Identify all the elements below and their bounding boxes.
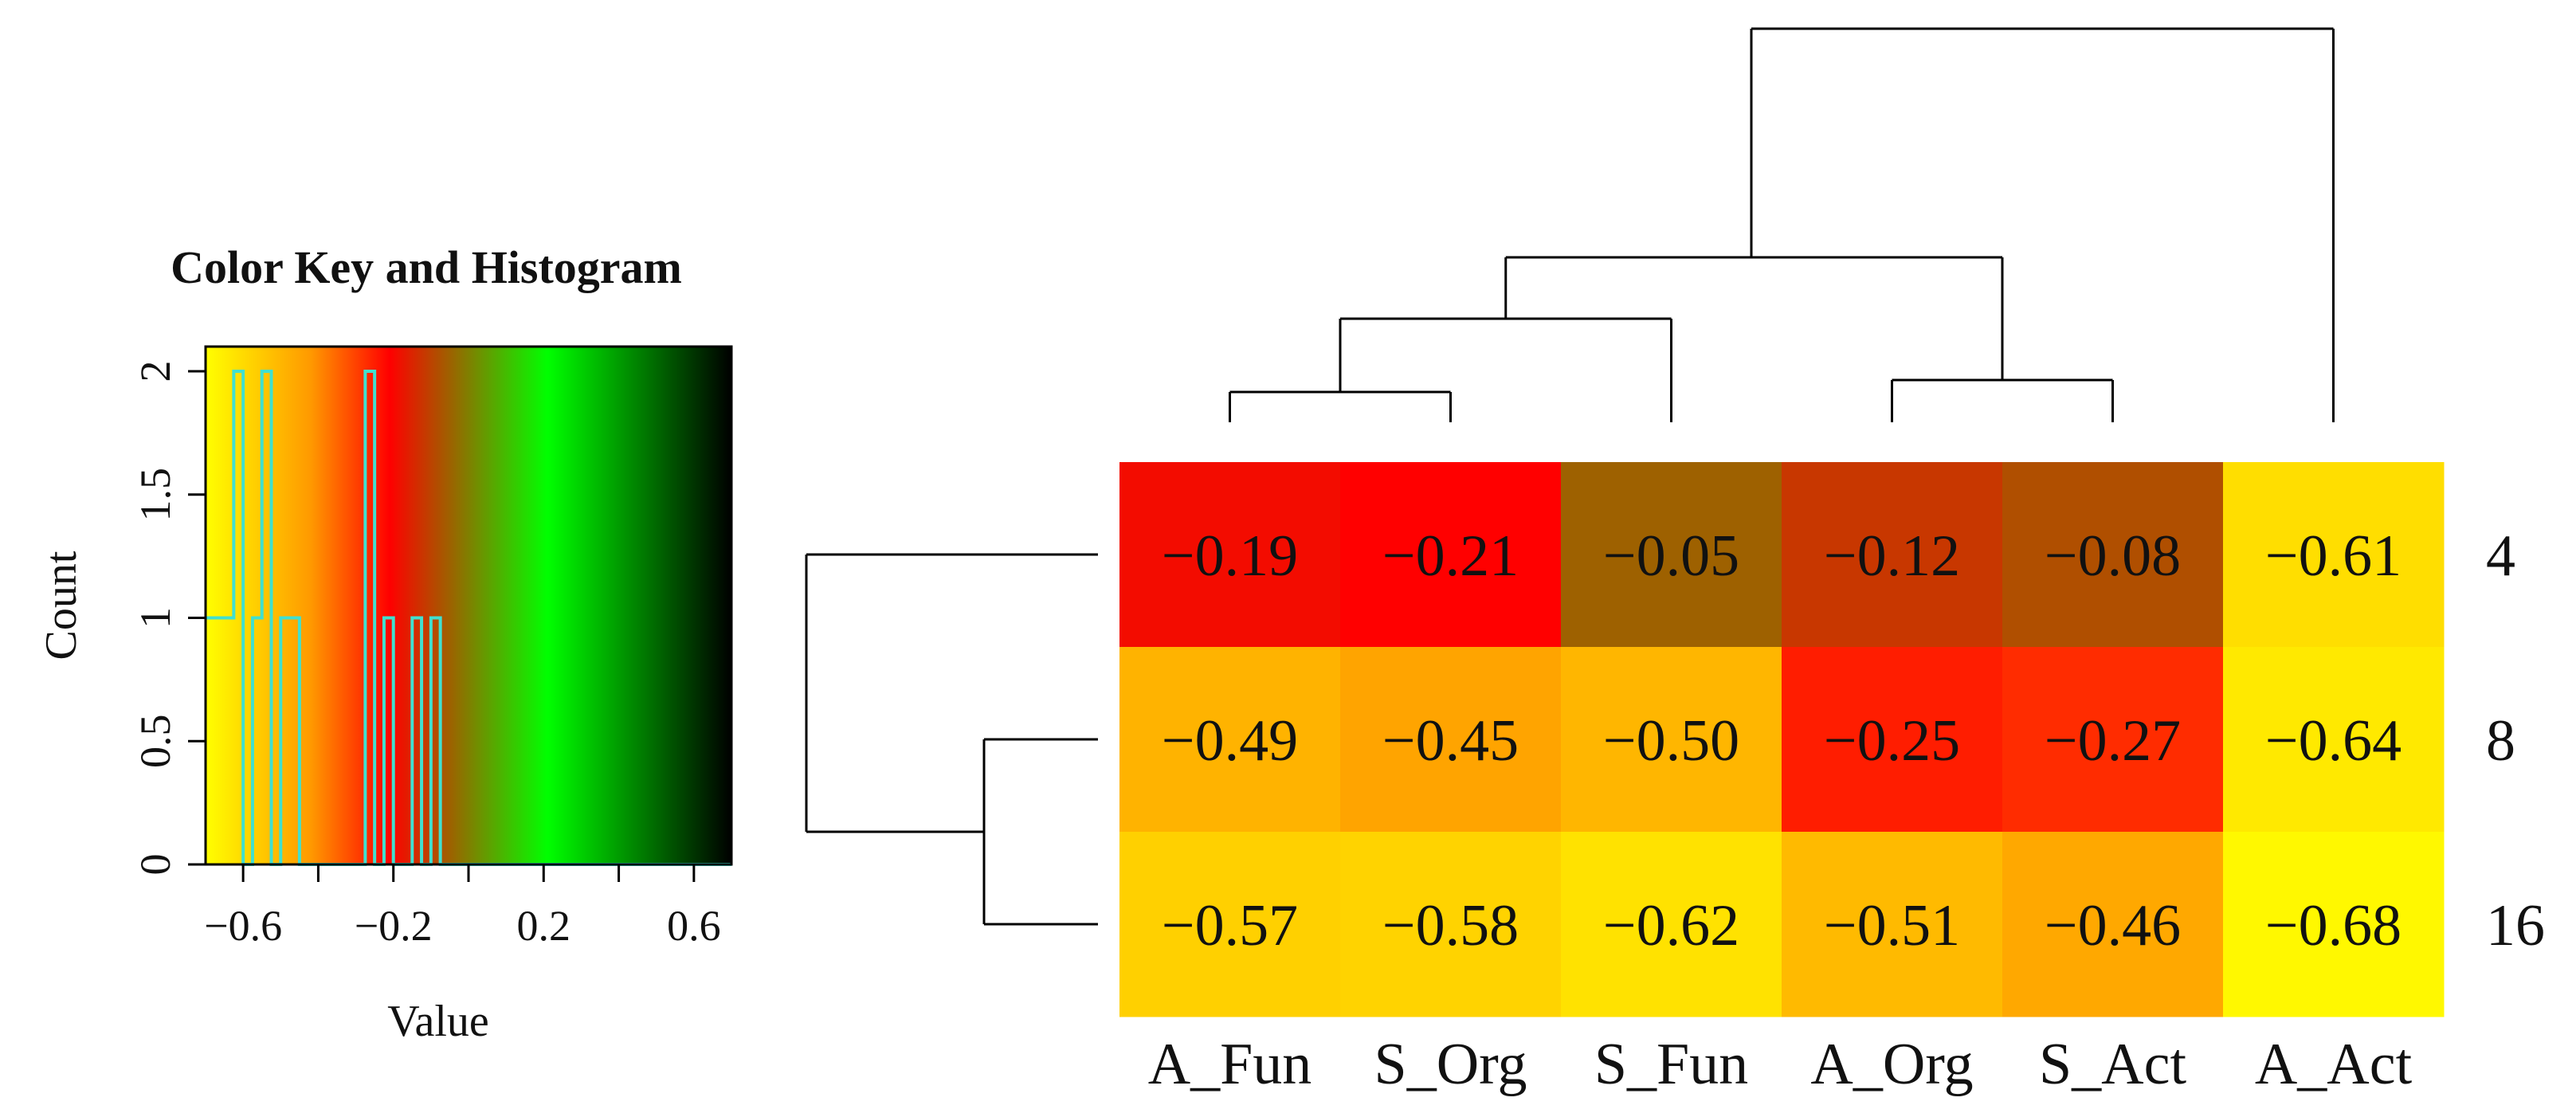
column-label: A_Org [1810, 1032, 1973, 1097]
column-labels: A_Fun S_Org S_Fun A_Org S_Act A_Act [1148, 1032, 2413, 1097]
heatmap-cell [1561, 832, 1782, 1017]
y-tick-label: 1.5 [131, 468, 179, 522]
color-key-title: Color Key and Histogram [171, 241, 682, 293]
cell-value-label: −0.46 [2045, 893, 2181, 958]
cell-value-label: −0.25 [1824, 708, 1960, 774]
heatmap-cell [1340, 832, 1562, 1017]
cell-value-label: −0.08 [2045, 523, 2181, 589]
cell-value-label: −0.68 [2265, 893, 2402, 958]
cell-value-label: −0.50 [1603, 708, 1739, 774]
heatmap-cell [1561, 647, 1782, 833]
x-tick-label: 0.2 [517, 902, 571, 950]
cell-value-label: −0.21 [1382, 523, 1519, 589]
color-key-y-axis: 0 0.5 1 1.5 2 [131, 360, 206, 876]
color-key-x-axis: −0.6 −0.2 0.2 0.6 [204, 864, 721, 950]
color-key-histogram: Color Key and Histogram −0.6 −0.2 0.2 0.6 0… [37, 241, 733, 1046]
heatmap: −0.19 −0.21 −0.05 −0.12 −0.08 −0.61 −0.49 −0.45… [805, 27, 2545, 1097]
cell-value-label: −0.61 [2265, 523, 2402, 589]
heatmap-cell [1782, 647, 2003, 833]
cell-value-label: −0.19 [1162, 523, 1298, 589]
heatmap-cell [1340, 462, 1562, 648]
cell-value-label: −0.64 [2265, 708, 2402, 774]
heatmap-cell [1782, 462, 2003, 648]
column-label: S_Act [2039, 1032, 2186, 1097]
heatmap-cell-labels: −0.19 −0.21 −0.05 −0.12 −0.08 −0.61 −0.49 −0.45… [1162, 523, 2402, 958]
color-key-y-axis-label: Count [37, 551, 86, 660]
row-labels: 4 8 16 [2486, 523, 2545, 958]
y-tick-label: 2 [131, 360, 179, 382]
color-key-x-axis-label: Value [387, 997, 489, 1046]
cell-value-label: −0.51 [1824, 893, 1960, 958]
y-tick-label: 1 [131, 607, 179, 629]
heatmap-cell [2002, 462, 2224, 648]
heatmap-cell [1782, 832, 2003, 1017]
heatmap-cell [2002, 647, 2224, 833]
cell-value-label: −0.62 [1603, 893, 1739, 958]
column-label: A_Fun [1148, 1032, 1312, 1097]
x-tick-label: 0.6 [667, 902, 721, 950]
heatmap-cells [1119, 462, 2445, 1017]
row-label: 4 [2486, 523, 2515, 589]
cell-value-label: −0.57 [1162, 893, 1298, 958]
heatmap-cell [2223, 462, 2445, 648]
y-tick-label: 0 [131, 854, 179, 876]
column-dendrogram [1229, 27, 2335, 422]
cell-value-label: −0.45 [1382, 708, 1519, 774]
cell-value-label: −0.49 [1162, 708, 1298, 774]
cell-value-label: −0.05 [1603, 523, 1739, 589]
heatmap-cell [2002, 832, 2224, 1017]
cell-value-label: −0.58 [1382, 893, 1519, 958]
row-dendrogram [805, 553, 1098, 926]
row-label: 8 [2486, 708, 2515, 774]
column-label: S_Org [1374, 1032, 1527, 1097]
y-tick-label: 0.5 [131, 714, 179, 768]
cell-value-label: −0.27 [2045, 708, 2181, 774]
heatmap-cell [1119, 462, 1341, 648]
heatmap-cell [1119, 832, 1341, 1017]
color-key-gradient-area [206, 347, 731, 864]
heatmap-cell [1561, 462, 1782, 648]
heatmap-cell [1340, 647, 1562, 833]
cell-value-label: −0.12 [1824, 523, 1960, 589]
column-label: S_Fun [1594, 1032, 1748, 1097]
heatmap-cell [1119, 647, 1341, 833]
column-label: A_Act [2255, 1032, 2413, 1097]
x-tick-label: −0.6 [204, 902, 282, 950]
heatmap-cell [2223, 647, 2445, 833]
x-tick-label: −0.2 [355, 902, 433, 950]
heatmap-cell [2223, 832, 2445, 1017]
row-label: 16 [2486, 893, 2545, 958]
